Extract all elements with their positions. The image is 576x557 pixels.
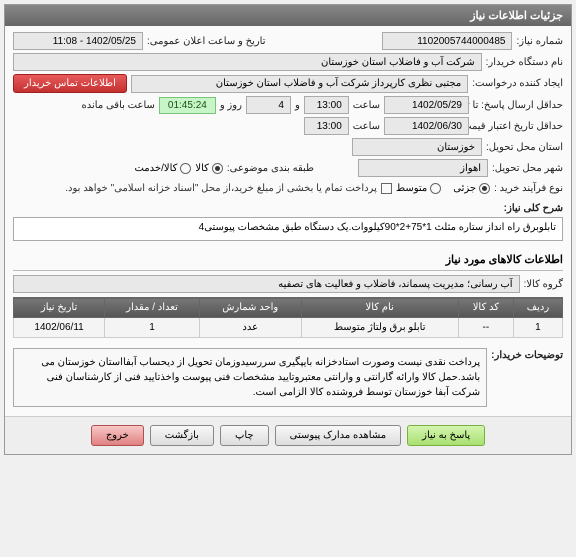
radio-medium-label: متوسط (396, 183, 427, 194)
announce-label: تاریخ و ساعت اعلان عمومی: (147, 36, 266, 47)
items-table: ردیف کد کالا نام کالا واحد شمارش تعداد /… (13, 297, 563, 338)
need-details-panel: جزئیات اطلاعات نیاز شماره نیاز: 11020057… (4, 4, 572, 455)
td-row: 1 (513, 318, 562, 338)
goods-cb-label: کالا (195, 163, 209, 174)
goods-checkbox-item[interactable]: کالا (195, 163, 223, 174)
treasury-checkbox[interactable] (381, 183, 392, 194)
province-field: خوزستان (352, 138, 482, 156)
buyer-org-field: شرکت آب و فاضلاب استان خوزستان (13, 53, 482, 71)
th-code: کد کالا (458, 298, 513, 318)
need-desc-label: شرح کلی نیاز: (504, 203, 563, 214)
th-unit: واحد شمارش (199, 298, 301, 318)
td-unit: عدد (199, 318, 301, 338)
need-number-label: شماره نیاز: (516, 36, 563, 47)
time-label-1: ساعت (353, 100, 380, 111)
days-field: 4 (246, 96, 291, 114)
city-label: شهر محل تحویل: (492, 163, 563, 174)
th-row: ردیف (513, 298, 562, 318)
goods-group-label: گروه کالا: (524, 279, 563, 290)
respond-button[interactable]: پاسخ به نیاز (407, 425, 485, 446)
proc-type-label: نوع فرآیند خرید : (494, 183, 563, 194)
buyer-notes-box: پرداخت نقدی نیست وصورت استادخزانه بایپگی… (13, 348, 487, 407)
td-name: تابلو برق ولتاژ متوسط (301, 318, 458, 338)
deadline-time-field: 13:00 (304, 96, 349, 114)
remaining-time-field: 01:45:24 (159, 97, 216, 114)
province-label: استان محل تحویل: (486, 142, 563, 153)
th-qty: تعداد / مقدار (105, 298, 200, 318)
th-date: تاریخ نیاز (14, 298, 105, 318)
announce-field: 1402/05/25 - 11:08 (13, 32, 143, 50)
radio-medium-dot (430, 183, 441, 194)
remaining-label: ساعت باقی مانده (82, 100, 155, 111)
deadline-date-field: 1402/05/29 (384, 96, 469, 114)
contact-buyer-button[interactable]: اطلاعات تماس خریدار (13, 74, 127, 93)
print-button[interactable]: چاپ (220, 425, 269, 446)
validity-date-field: 1402/06/30 (384, 117, 469, 135)
validity-time-field: 13:00 (304, 117, 349, 135)
validity-label: حداقل تاریخ اعتبار قیمت: تا تاریخ: (473, 121, 563, 132)
goods-radio (212, 163, 223, 174)
goods-group-field: آب رسانی؛ مدیریت پسماند، فاضلاب و فعالیت… (13, 275, 520, 293)
td-code: -- (458, 318, 513, 338)
radio-partial-label: جزئی (453, 183, 476, 194)
radio-medium-item[interactable]: متوسط (396, 183, 441, 194)
buyer-notes-label: توضیحات خریدار: (491, 344, 563, 361)
panel-title: جزئیات اطلاعات نیاز (5, 5, 571, 26)
attachments-button[interactable]: مشاهده مدارک پیوستی (275, 425, 402, 446)
need-desc-field: تابلوبرق راه انداز ستاره مثلث 1*75+2*90ک… (13, 217, 563, 241)
service-cb-label: کالا/خدمت (134, 163, 177, 174)
buyer-org-label: نام دستگاه خریدار: (486, 57, 563, 68)
td-qty: 1 (105, 318, 200, 338)
requester-field: مجتبی نظری کارپرداز شرکت آب و فاضلاب است… (131, 75, 468, 93)
table-header-row: ردیف کد کالا نام کالا واحد شمارش تعداد /… (14, 298, 563, 318)
and-label: و (295, 100, 300, 111)
need-number-field: 1102005744000485 (382, 32, 512, 50)
time-label-2: ساعت (353, 121, 380, 132)
deadline-label: حداقل ارسال پاسخ: تا تاریخ: (473, 100, 563, 111)
td-date: 1402/06/11 (14, 318, 105, 338)
items-section-title: اطلاعات کالاهای مورد نیاز (13, 249, 563, 271)
table-row[interactable]: 1 -- تابلو برق ولتاژ متوسط عدد 1 1402/06… (14, 318, 563, 338)
th-name: نام کالا (301, 298, 458, 318)
requester-label: ایجاد کننده درخواست: (472, 78, 563, 89)
exit-button[interactable]: خروج (91, 425, 144, 446)
service-checkbox-item[interactable]: کالا/خدمت (134, 163, 191, 174)
back-button[interactable]: بازگشت (150, 425, 214, 446)
days-label: روز و (220, 100, 242, 111)
payment-note: پرداخت تمام یا بخشی از مبلغ خرید،از محل … (65, 180, 377, 197)
radio-partial-item[interactable]: جزئی (453, 183, 490, 194)
service-radio (180, 163, 191, 174)
radio-partial-dot (479, 183, 490, 194)
city-field: اهواز (358, 159, 488, 177)
proc-type-radios: جزئی متوسط (396, 183, 490, 194)
footer-buttons: پاسخ به نیاز مشاهده مدارک پیوستی چاپ باز… (5, 416, 571, 454)
form-area: شماره نیاز: 1102005744000485 تاریخ و ساع… (5, 26, 571, 416)
category-label: طبقه بندی موضوعی: (227, 163, 314, 174)
